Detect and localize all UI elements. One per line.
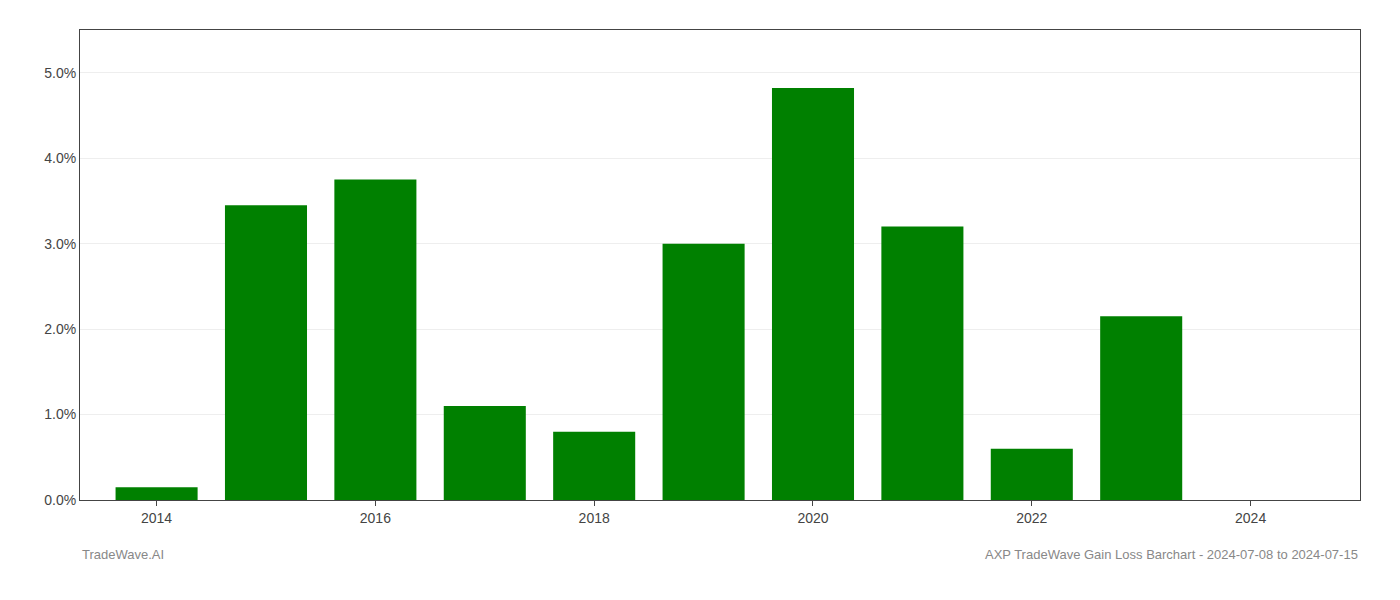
- svg-text:TradeWave.AI: TradeWave.AI: [82, 547, 164, 562]
- svg-text:2020: 2020: [797, 510, 828, 526]
- svg-text:2014: 2014: [141, 510, 172, 526]
- svg-text:2016: 2016: [360, 510, 391, 526]
- svg-text:1.0%: 1.0%: [44, 406, 76, 422]
- svg-text:4.0%: 4.0%: [44, 150, 76, 166]
- svg-text:2.0%: 2.0%: [44, 321, 76, 337]
- svg-text:2018: 2018: [579, 510, 610, 526]
- svg-text:3.0%: 3.0%: [44, 236, 76, 252]
- svg-text:5.0%: 5.0%: [44, 65, 76, 81]
- svg-text:2024: 2024: [1235, 510, 1266, 526]
- svg-text:AXP TradeWave Gain Loss Barcha: AXP TradeWave Gain Loss Barchart - 2024-…: [985, 547, 1358, 562]
- svg-text:0.0%: 0.0%: [44, 492, 76, 508]
- svg-text:2022: 2022: [1016, 510, 1047, 526]
